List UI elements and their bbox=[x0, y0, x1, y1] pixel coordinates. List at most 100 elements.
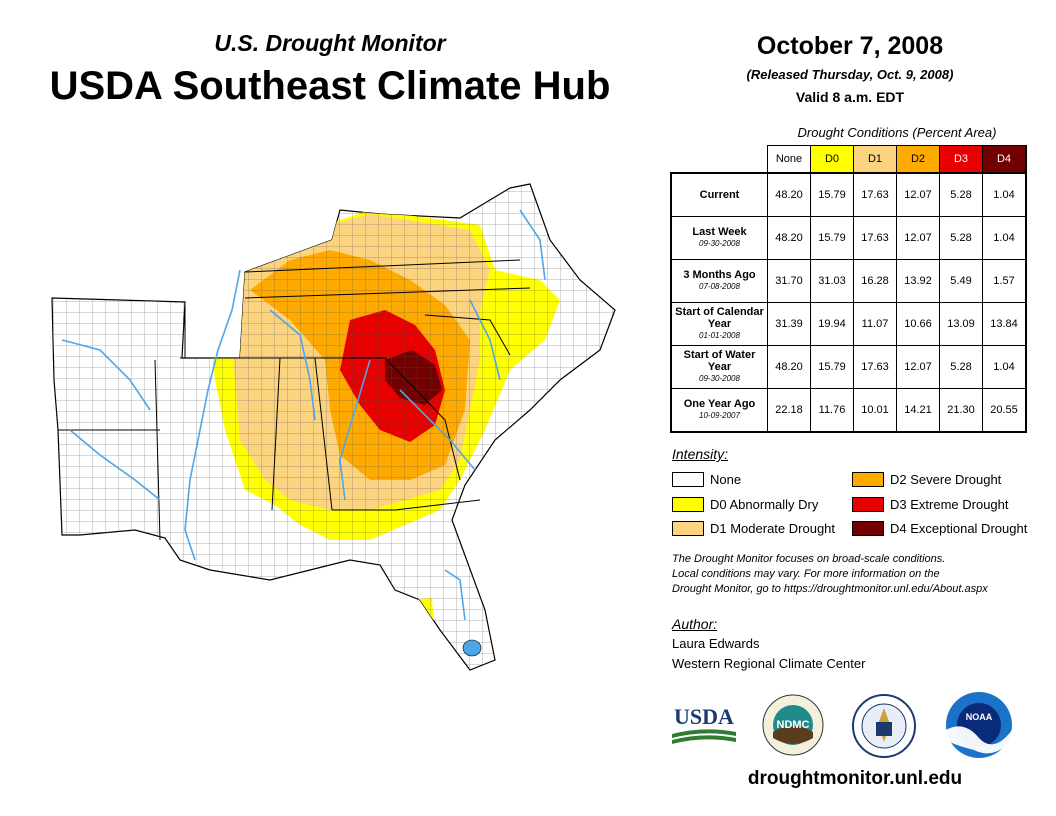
drought-map bbox=[51, 183, 616, 671]
col-d1: D1 bbox=[853, 145, 897, 174]
table-row: Start of Calendar Year 01-01-2008 31.39 1… bbox=[670, 302, 1027, 346]
table-cell: 12.07 bbox=[896, 216, 940, 260]
map-title: USDA Southeast Climate Hub bbox=[49, 64, 611, 108]
row-date: 10-09-2007 bbox=[699, 411, 740, 420]
table-cell: 13.92 bbox=[896, 259, 940, 303]
table-cell: 14.21 bbox=[896, 388, 940, 433]
table-cell: 48.20 bbox=[767, 172, 811, 217]
rivers bbox=[61, 209, 546, 621]
row-date: 01-01-2008 bbox=[699, 331, 740, 340]
table-cell: 48.20 bbox=[767, 345, 811, 389]
table-cell: 5.28 bbox=[939, 216, 983, 260]
table-row: Current 48.20 15.79 17.63 12.07 5.28 1.0… bbox=[670, 172, 1027, 217]
table-cell: 12.07 bbox=[896, 345, 940, 389]
release-date: (Released Thursday, Oct. 9, 2008) bbox=[746, 67, 954, 82]
table-cell: 16.28 bbox=[853, 259, 897, 303]
author-org: Western Regional Climate Center bbox=[672, 656, 866, 671]
table-cell: 1.57 bbox=[982, 259, 1027, 303]
legend-item-d1: D1 Moderate Drought bbox=[672, 520, 835, 536]
table-cell: 15.79 bbox=[810, 345, 854, 389]
legend-swatch bbox=[672, 520, 704, 536]
usda-logo: USDA bbox=[672, 704, 736, 744]
map-date: October 7, 2008 bbox=[756, 32, 944, 60]
row-label: Last Week bbox=[692, 226, 747, 238]
col-d3: D3 bbox=[939, 145, 983, 174]
row-date: 09-30-2008 bbox=[699, 374, 740, 383]
table-cell: 15.79 bbox=[810, 216, 854, 260]
table-cell: 17.63 bbox=[853, 345, 897, 389]
ndmc-logo: NDMC bbox=[762, 694, 824, 756]
table-cell: 19.94 bbox=[810, 302, 854, 346]
note-line: The Drought Monitor focuses on broad-sca… bbox=[672, 553, 946, 565]
table-cell: 17.63 bbox=[853, 216, 897, 260]
legend-label: D1 Moderate Drought bbox=[710, 520, 836, 536]
table-row: Last Week 09-30-2008 48.20 15.79 17.63 12… bbox=[670, 216, 1027, 260]
row-label: Current bbox=[699, 189, 740, 201]
col-d2: D2 bbox=[896, 145, 940, 174]
table-cell: 12.07 bbox=[896, 172, 940, 217]
legend-item-none: None bbox=[672, 471, 741, 487]
row-label: Start of Water Year bbox=[683, 349, 756, 373]
row-date: 09-30-2008 bbox=[699, 239, 740, 248]
noaa-logo: NOAA bbox=[946, 692, 1012, 758]
lake-okeechobee bbox=[462, 639, 482, 657]
col-d0: D0 bbox=[810, 145, 854, 174]
table-cell: 20.55 bbox=[982, 388, 1027, 433]
note-line: Local conditions may vary. For more info… bbox=[672, 568, 940, 580]
table-row: Start of Water Year 09-30-2008 48.20 15.7… bbox=[670, 345, 1027, 389]
table-cell: 22.18 bbox=[767, 388, 811, 433]
county-lines bbox=[52, 184, 615, 670]
table-caption: Drought Conditions (Percent Area) bbox=[797, 125, 997, 140]
table-cell: 15.79 bbox=[810, 172, 854, 217]
legend-label: D3 Extreme Drought bbox=[890, 496, 1009, 512]
table-cell: 11.76 bbox=[810, 388, 854, 433]
col-none: None bbox=[767, 145, 811, 174]
row-label: One Year Ago bbox=[683, 398, 756, 410]
drought-monitor-link[interactable]: droughtmonitor.unl.edu bbox=[747, 768, 963, 789]
table-row: 3 Months Ago 07-08-2008 31.70 31.03 16.28… bbox=[670, 259, 1027, 303]
legend-label: D0 Abnormally Dry bbox=[710, 496, 819, 512]
legend-heading: Intensity: bbox=[672, 446, 729, 462]
table-cell: 5.49 bbox=[939, 259, 983, 303]
drought-conditions-table: None D0 D1 D2 D3 D4 Current 48.20 15.79 … bbox=[670, 145, 1027, 433]
map-subtitle: U.S. Drought Monitor bbox=[214, 30, 446, 56]
table-cell: 1.04 bbox=[982, 172, 1027, 217]
author-heading: Author: bbox=[672, 616, 718, 632]
disclaimer-note: The Drought Monitor focuses on broad-sca… bbox=[672, 552, 1042, 597]
legend-label: D4 Exceptional Drought bbox=[890, 520, 1028, 536]
legend-item-d3: D3 Extreme Drought bbox=[852, 496, 1009, 512]
table-cell: 48.20 bbox=[767, 216, 811, 260]
table-cell: 31.70 bbox=[767, 259, 811, 303]
valid-time: Valid 8 a.m. EDT bbox=[795, 89, 905, 105]
commerce-seal-logo bbox=[852, 694, 916, 758]
note-line: Drought Monitor, go to https://droughtmo… bbox=[672, 583, 988, 595]
row-label: Start of Calendar Year bbox=[675, 306, 764, 330]
noaa-logo-text: NOAA bbox=[966, 712, 993, 722]
table-cell: 17.63 bbox=[853, 172, 897, 217]
state-borders bbox=[58, 259, 531, 541]
legend-swatch bbox=[672, 496, 704, 512]
table-cell: 10.66 bbox=[896, 302, 940, 346]
table-cell: 5.28 bbox=[939, 345, 983, 389]
legend-swatch bbox=[852, 471, 884, 487]
legend-swatch bbox=[852, 496, 884, 512]
table-cell: 1.04 bbox=[982, 216, 1027, 260]
table-cell: 21.30 bbox=[939, 388, 983, 433]
ndmc-logo-text: NDMC bbox=[777, 719, 810, 731]
legend-swatch bbox=[672, 471, 704, 487]
usda-logo-text: USDA bbox=[674, 704, 734, 729]
author-name: Laura Edwards bbox=[672, 636, 760, 651]
legend-swatch bbox=[852, 520, 884, 536]
legend-label: None bbox=[710, 471, 742, 487]
legend-item-d4: D4 Exceptional Drought bbox=[852, 520, 1027, 536]
table-cell: 13.09 bbox=[939, 302, 983, 346]
col-d4: D4 bbox=[982, 145, 1027, 174]
legend-item-d0: D0 Abnormally Dry bbox=[672, 496, 818, 512]
table-cell: 31.03 bbox=[810, 259, 854, 303]
legend-item-d2: D2 Severe Drought bbox=[852, 471, 1001, 487]
table-cell: 10.01 bbox=[853, 388, 897, 433]
row-date: 07-08-2008 bbox=[699, 282, 740, 291]
table-cell: 31.39 bbox=[767, 302, 811, 346]
table-cell: 5.28 bbox=[939, 172, 983, 217]
table-cell: 11.07 bbox=[853, 302, 897, 346]
